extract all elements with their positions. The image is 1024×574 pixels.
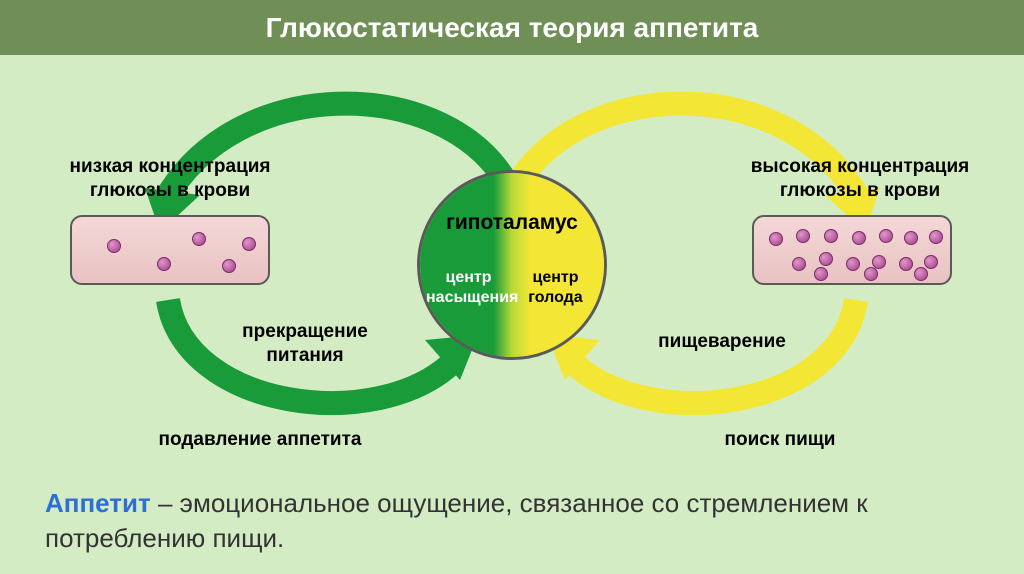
- footer-definition: Аппетит – эмоциональное ощущение, связан…: [45, 486, 979, 556]
- hypothalamus-gradient: [420, 173, 604, 357]
- glucose-dot: [824, 229, 838, 243]
- right-bottom-label: поиск пищи: [680, 428, 880, 452]
- diagram-canvas: Глюкостатическая теория аппетита низкая …: [0, 0, 1024, 574]
- left-bottom-label: подавление аппетита: [130, 428, 390, 452]
- glucose-dot: [814, 267, 828, 281]
- glucose-dot: [792, 257, 806, 271]
- glucose-dot: [864, 267, 878, 281]
- hunger-center-label: центр голода: [513, 268, 598, 308]
- glucose-dot: [222, 259, 236, 273]
- glucose-dot: [242, 237, 256, 251]
- footer-term: Аппетит: [45, 488, 151, 518]
- left-header: низкая концентрация глюкозы в крови: [55, 155, 285, 203]
- glucose-dot: [904, 231, 918, 245]
- satiety-center-label: центр насыщения: [426, 268, 511, 308]
- right-mid-label: пищеварение: [632, 330, 812, 354]
- glucose-dot: [924, 255, 938, 269]
- glucose-dot: [852, 231, 866, 245]
- glucose-dot: [929, 230, 943, 244]
- footer-rest: – эмоциональное ощущение, связанное со с…: [45, 488, 868, 553]
- glucose-dot: [879, 229, 893, 243]
- low-glucose-box: [70, 215, 270, 285]
- glucose-dot: [796, 229, 810, 243]
- hypothalamus-label: гипоталамус: [420, 211, 604, 235]
- glucose-dot: [192, 232, 206, 246]
- high-glucose-box: [752, 215, 952, 285]
- glucose-dot: [819, 252, 833, 266]
- glucose-dot: [107, 239, 121, 253]
- hypothalamus-circle: гипоталамус центр насыщения центр голода: [417, 170, 607, 360]
- glucose-dot: [846, 257, 860, 271]
- glucose-dot: [769, 232, 783, 246]
- glucose-dot: [914, 267, 928, 281]
- left-mid-label: прекращение питания: [215, 320, 395, 368]
- glucose-dot: [899, 257, 913, 271]
- glucose-dot: [157, 257, 171, 271]
- right-header: высокая концентрация глюкозы в крови: [740, 155, 980, 203]
